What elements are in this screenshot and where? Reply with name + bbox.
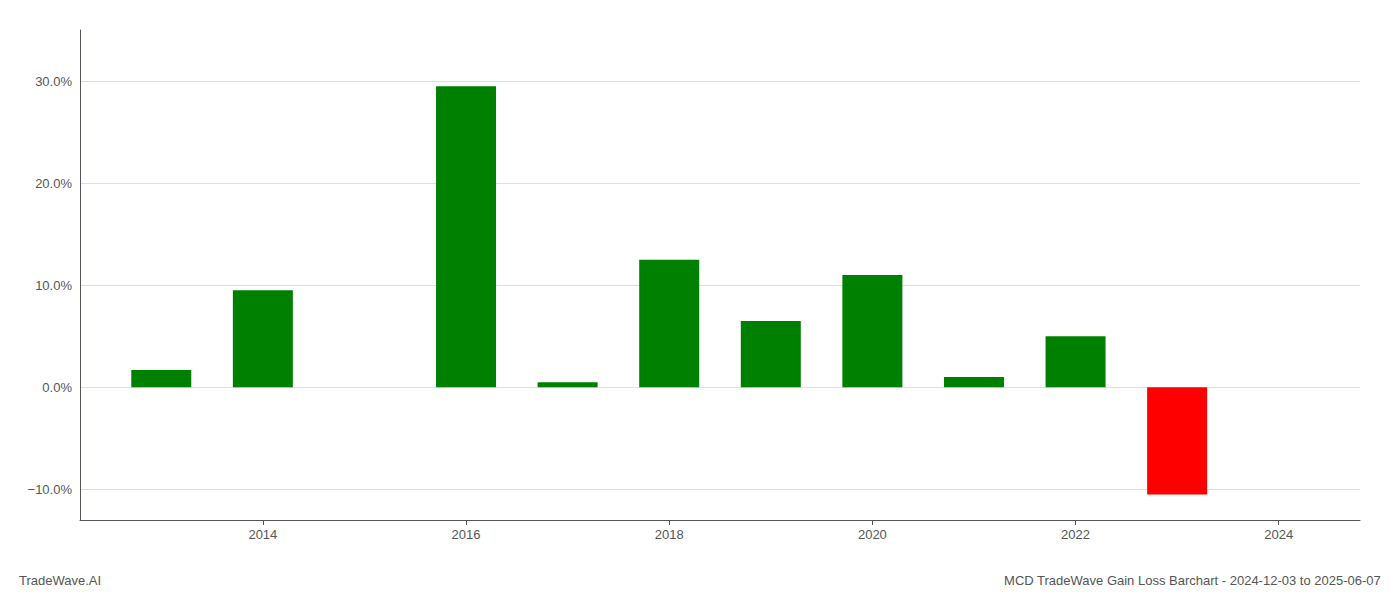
svg-text:30.0%: 30.0% xyxy=(35,74,72,89)
svg-text:2022: 2022 xyxy=(1061,527,1090,542)
svg-text:2016: 2016 xyxy=(452,527,481,542)
svg-text:2014: 2014 xyxy=(248,527,277,542)
svg-text:2018: 2018 xyxy=(655,527,684,542)
svg-text:−10.0%: −10.0% xyxy=(28,482,73,497)
svg-text:MCD TradeWave Gain Loss Barcha: MCD TradeWave Gain Loss Barchart - 2024-… xyxy=(1004,573,1381,588)
svg-text:TradeWave.AI: TradeWave.AI xyxy=(19,573,101,588)
svg-text:20.0%: 20.0% xyxy=(35,176,72,191)
svg-text:2024: 2024 xyxy=(1264,527,1293,542)
svg-text:2020: 2020 xyxy=(858,527,887,542)
svg-text:0.0%: 0.0% xyxy=(42,380,72,395)
svg-text:10.0%: 10.0% xyxy=(35,278,72,293)
